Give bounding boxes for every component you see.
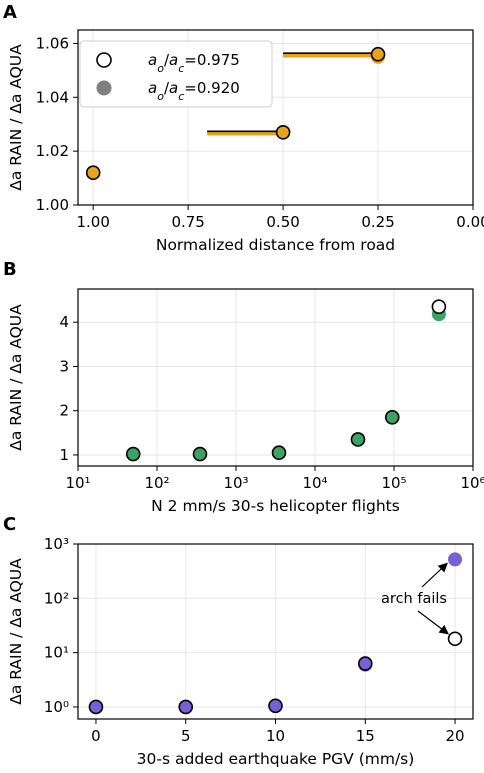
panel-b: 10¹ 10² 10³ 10⁴ 10⁵ 10⁶ 1 2 3 4 N 2 mm/s 30-s heli… <box>7 288 484 515</box>
legend-entry-1: ao/ac=0.975 <box>148 51 240 75</box>
data-point-0975 <box>85 165 101 180</box>
x-axis-label: 30-s added earthquake PGV (mm/s) <box>137 750 415 768</box>
y-axis-label: Δa RAIN / Δa AQUA <box>7 304 25 451</box>
data-point-0920 <box>448 552 463 567</box>
x-axis-label: Normalized distance from road <box>156 236 395 254</box>
data-point-0975 <box>178 699 194 715</box>
x-tick-label: 10³ <box>223 474 248 492</box>
x-tick-label: 10⁵ <box>381 474 406 492</box>
axes-frame <box>77 29 474 206</box>
data-point-0975 <box>447 631 463 647</box>
legend-open-circle-marker <box>96 52 112 68</box>
x-tick-label: 10⁶ <box>460 474 484 492</box>
data-point-0975 <box>192 446 208 462</box>
panel-c: 0 5 10 15 20 10⁰ 10¹ 10² 10³ 30-s added earthquak… <box>7 535 474 768</box>
y-tick-label: 1.00 <box>36 196 69 214</box>
x-tick-label: 5 <box>181 727 191 745</box>
legend-box <box>79 40 273 108</box>
legend-filled-circle-marker <box>96 80 112 96</box>
panel-a: 1.00 0.75 0.50 0.25 0.00 1.00 1.02 1.04 1.06 Norm… <box>7 29 484 254</box>
panel-label-c: C <box>3 514 16 535</box>
annotation-text: arch fails <box>381 591 447 607</box>
data-point-0975 <box>357 656 373 671</box>
y-tick-label: 10⁰ <box>44 698 69 716</box>
data-point-0975 <box>370 46 386 62</box>
data-point-0975 <box>275 125 291 140</box>
data-point-0975 <box>271 445 287 461</box>
x-tick-label: 10² <box>144 474 169 492</box>
y-tick-label: 1.06 <box>36 34 69 52</box>
x-tick-label: 0.75 <box>171 213 204 231</box>
data-point-0975 <box>431 299 447 315</box>
y-tick-label: 2 <box>59 402 69 420</box>
data-point-0975 <box>384 410 400 425</box>
x-tick-label: 1.00 <box>76 213 109 231</box>
x-tick-label: 10¹ <box>65 474 90 492</box>
y-tick-label: 10³ <box>44 535 69 553</box>
x-tick-label: 0.25 <box>361 213 394 231</box>
x-axis-label: N 2 mm/s 30-s helicopter flights <box>151 497 400 515</box>
y-axis-label: Δa RAIN / Δa AQUA <box>7 558 25 705</box>
y-tick-label: 1 <box>59 446 69 464</box>
panel-label-b: B <box>3 259 17 280</box>
x-tick-label: 0.00 <box>456 213 484 231</box>
data-point-0975 <box>125 446 141 462</box>
x-tick-label: 10⁴ <box>302 474 327 492</box>
x-tick-label: 10 <box>266 727 285 745</box>
x-tick-label: 0 <box>91 727 101 745</box>
x-tick-label: 20 <box>445 727 464 745</box>
data-point-0975 <box>268 698 283 714</box>
legend: ao/ac=0.975 ao/ac=0.920 <box>79 40 273 108</box>
annotation-arrow-upper <box>421 562 448 588</box>
y-axis-label: Δa RAIN / Δa AQUA <box>7 44 25 191</box>
x-tick-label: 15 <box>356 727 375 745</box>
y-tick-label: 10¹ <box>44 644 69 662</box>
data-point-0975 <box>88 699 104 715</box>
legend-entry-2: ao/ac=0.920 <box>148 79 240 103</box>
y-tick-label: 1.02 <box>36 142 69 160</box>
axes-frame <box>77 288 474 467</box>
y-tick-label: 3 <box>59 357 69 375</box>
y-tick-label: 1.04 <box>36 88 69 106</box>
annotation-arrow-lower <box>417 610 450 635</box>
y-tick-label: 10² <box>44 589 69 607</box>
data-point-0975 <box>350 432 366 447</box>
y-tick-label: 4 <box>59 313 69 331</box>
panel-label-a: A <box>3 2 17 23</box>
x-tick-label: 0.50 <box>266 213 299 231</box>
